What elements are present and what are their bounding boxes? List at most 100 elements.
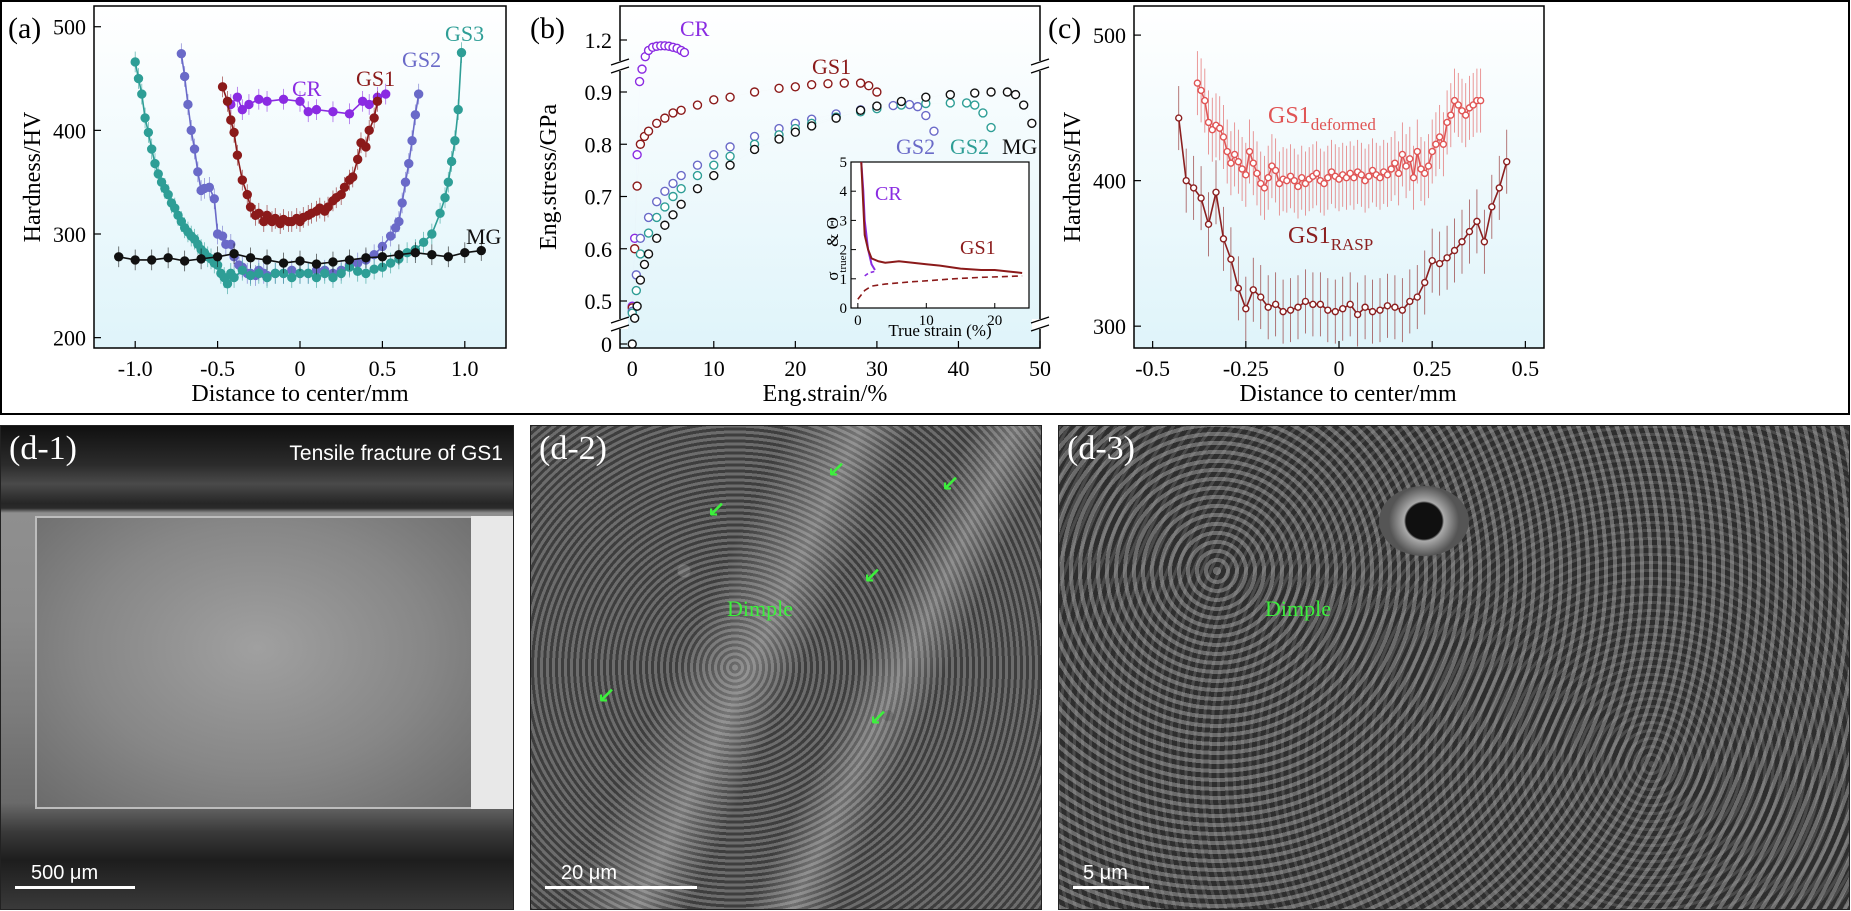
series-gs2-point: [394, 216, 404, 227]
series-gs3-point: [352, 266, 363, 277]
series-b-1-point: [692, 100, 703, 110]
panel-b-series-label-gs1: GS1: [812, 54, 851, 79]
series-gs3-point: [270, 268, 280, 279]
series-mg-point: [443, 252, 454, 262]
panel-b-series-label-cr: CR: [680, 16, 710, 41]
series-mg-point: [212, 252, 223, 262]
sem-d1-scalebar-label: 500 μm: [31, 862, 99, 884]
series-b-4-point: [651, 233, 662, 244]
panel-c-xlabel: Distance to center/mm: [1239, 381, 1457, 407]
series-b-1-point: [855, 78, 866, 88]
series-c-1-point: [1204, 220, 1213, 228]
series-c-0-point: [1204, 118, 1213, 127]
series-gs2-point: [407, 136, 417, 146]
series-c-1-point: [1480, 238, 1489, 246]
panel-c-label-rasp: GS1RASP: [1288, 223, 1373, 254]
series-b-4-point: [896, 96, 907, 107]
panel-a-label: (a): [8, 12, 41, 45]
arrow-icon: ↙: [869, 706, 888, 731]
series-gs3-point: [303, 268, 313, 279]
arrow-icon: ↙: [707, 498, 726, 523]
panel-b-label: (b): [530, 12, 565, 45]
series-c-1-point: [1346, 300, 1354, 309]
series-b-3-point: [986, 122, 996, 133]
series-b-4-point: [790, 127, 801, 137]
series-b-3-point: [725, 151, 735, 161]
series-b-2-point: [660, 186, 670, 196]
x-tick-label: 0: [1334, 356, 1345, 381]
panel-a: -1.0 -0.5 0 0.5 1.0 200 300 400 500 (a) Hardness…: [8, 5, 507, 407]
series-c-0-point: [1201, 96, 1209, 105]
y-tick-label: 0.7: [585, 185, 613, 210]
series-b-1-point: [725, 92, 735, 102]
axis-break-mark: [1030, 324, 1050, 332]
inset-y-tick-label: 1: [840, 272, 848, 288]
series-gs1-point: [232, 150, 243, 160]
arrow-icon: ↙: [597, 684, 616, 709]
panel-b-inset-ylabel-rest: & Θ: [823, 217, 842, 247]
series-gs3-point: [418, 237, 429, 247]
series-c-0-point: [1443, 118, 1451, 127]
series-gs3-point: [320, 268, 330, 279]
y-tick-label: 500: [1093, 23, 1126, 48]
series-b-3-point: [970, 100, 980, 110]
series-gs2-point: [176, 48, 187, 59]
axis-break-mark: [610, 58, 630, 66]
series-c-1-point: [1353, 310, 1362, 319]
series-c-0-point: [1428, 147, 1436, 156]
panel-a-series: [114, 42, 486, 295]
panel-b-inset-ylabel-main: σ: [823, 271, 842, 280]
series-b-1-point: [774, 83, 784, 94]
series-mg-point: [262, 255, 272, 265]
x-tick-label: 10: [703, 356, 725, 381]
x-tick-label: -0.25: [1223, 356, 1269, 381]
series-b-4-point: [986, 87, 996, 97]
series-b-3-point: [651, 212, 662, 223]
series-b-4-point: [1018, 100, 1029, 110]
series-c-1-point: [1331, 307, 1339, 316]
series-mg-point: [278, 258, 289, 268]
series-b-1-point: [635, 139, 646, 149]
series-gs1-point: [229, 127, 239, 138]
sem-d3-scalebar: [1073, 886, 1149, 889]
axis-break-mark: [610, 324, 630, 332]
series-mg-point: [427, 250, 437, 260]
series-gs2-point: [404, 158, 414, 169]
series-b-4-point: [635, 275, 646, 285]
axis-break-mark: [1030, 66, 1050, 74]
series-gs2-point: [226, 239, 236, 250]
series-c-1-point: [1495, 184, 1503, 192]
panel-b-series-label-gs2-b: GS2: [950, 134, 989, 159]
series-b-4-point: [1027, 118, 1037, 129]
series-c-1-point: [1271, 300, 1280, 309]
y-tick-label: 300: [53, 222, 86, 247]
inset-x-tick-label: 20: [987, 313, 1002, 329]
y-tick-label: 0.6: [585, 237, 613, 262]
series-c-0-point: [1193, 79, 1202, 87]
series-gs1-point: [361, 142, 371, 152]
series-c-1-point: [1279, 307, 1287, 316]
series-c-0-point: [1376, 174, 1384, 182]
series-c-1-point: [1316, 300, 1325, 309]
series-c-0-point: [1365, 172, 1373, 180]
series-b-4-point: [629, 313, 640, 323]
arrow-icon: ↙: [941, 472, 960, 497]
series-gs3-point: [311, 272, 322, 283]
series-c-1-point: [1361, 303, 1369, 311]
series-b-4-point: [725, 160, 735, 170]
series-c-1-point: [1413, 293, 1421, 301]
series-c-0-point: [1216, 124, 1224, 132]
series-gs2-point: [193, 167, 203, 177]
series-gs1-point: [323, 202, 333, 212]
series-b-1-point: [643, 126, 654, 136]
series-c-0-point: [1271, 166, 1280, 175]
series-gs2-point: [400, 177, 411, 187]
panel-b-inset-xlabel: True strain (%): [888, 321, 991, 340]
series-b-1-point: [660, 113, 670, 123]
sem-d2-label: (d-2): [539, 430, 607, 467]
series-gs2-point: [209, 194, 220, 204]
series-c-1-point: [1503, 158, 1511, 166]
sem-d1-scalebar: [15, 886, 135, 889]
series-mg-point: [245, 253, 256, 263]
panel-c-series: [1175, 51, 1511, 347]
